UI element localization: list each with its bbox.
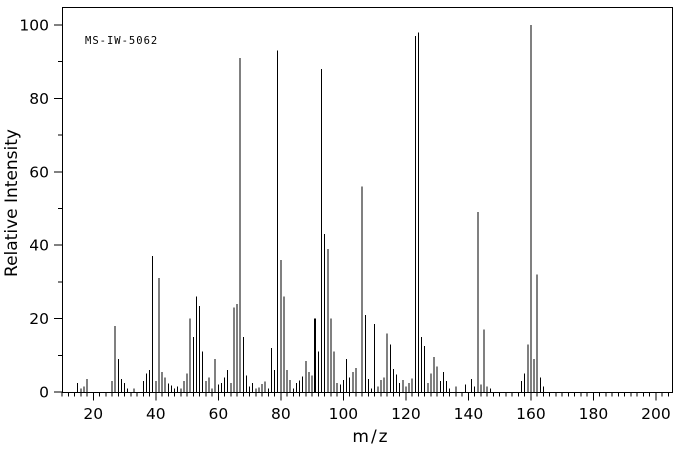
plot-frame <box>62 7 673 393</box>
y-axis-major-ticks <box>54 24 63 393</box>
x-tick-label: 40 <box>146 405 166 423</box>
x-axis-major-ticks <box>92 392 657 401</box>
x-tick-label: 80 <box>271 405 291 423</box>
x-tick-label: 140 <box>454 405 484 423</box>
y-tick-label: 100 <box>19 17 49 35</box>
y-axis-tick-labels: 0 20 40 60 80 100 <box>19 17 49 402</box>
x-axis-title: m/z <box>352 427 389 447</box>
x-tick-label: 60 <box>208 405 228 423</box>
y-axis-title: Relative Intensity <box>2 129 22 277</box>
x-tick-label: 200 <box>641 405 671 423</box>
x-tick-label: 180 <box>579 405 609 423</box>
x-tick-label: 100 <box>329 405 359 423</box>
x-tick-label: 160 <box>516 405 546 423</box>
y-axis-minor-ticks <box>58 24 63 393</box>
y-tick-label: 0 <box>39 384 49 402</box>
spectrum-peaks <box>77 25 544 392</box>
x-axis-tick-labels: 20 40 60 80 100 120 140 160 180 200 <box>83 405 670 423</box>
x-tick-label: 120 <box>391 405 421 423</box>
spectrum-id-annotation: MS-IW-5062 <box>85 35 158 47</box>
x-axis-minor-ticks <box>61 392 669 397</box>
y-tick-label: 80 <box>29 90 49 108</box>
x-tick-label: 20 <box>83 405 103 423</box>
y-tick-label: 20 <box>29 310 49 328</box>
y-tick-label: 60 <box>29 163 49 181</box>
y-tick-label: 40 <box>29 237 49 255</box>
